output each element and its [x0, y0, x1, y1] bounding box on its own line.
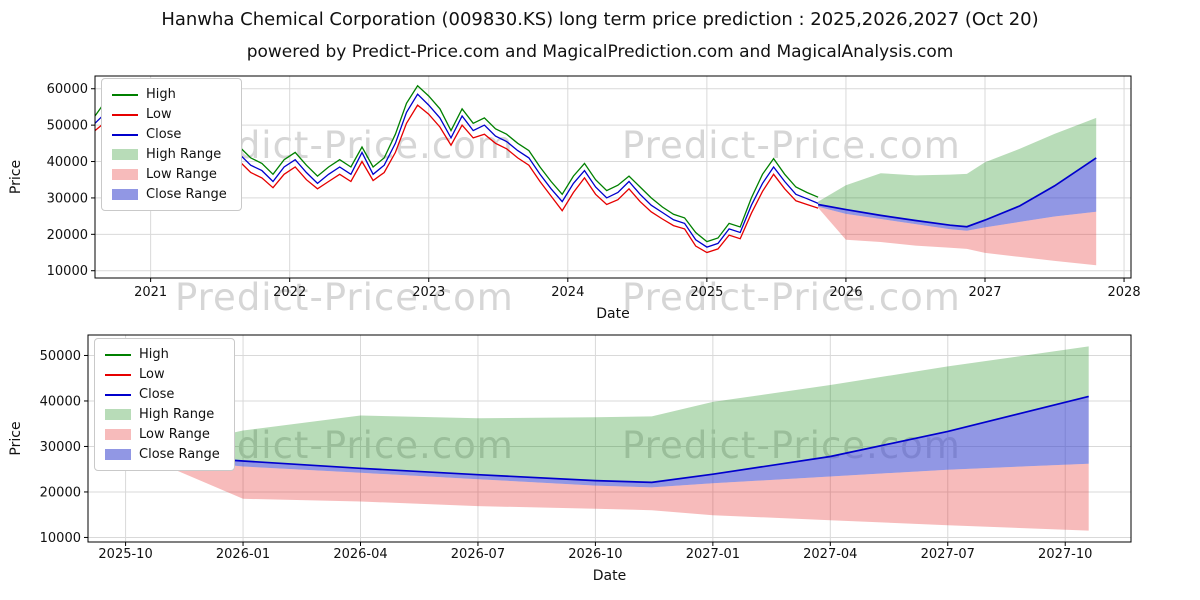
x-tick-label: 2026-10	[568, 547, 622, 562]
x-axis-label: Date	[596, 306, 629, 322]
close-forecast-line	[149, 395, 1089, 484]
legend-forecast: High Low Close High Range Low Range Clos…	[94, 338, 235, 471]
powered-by-subtitle: powered by Predict-Price.com and Magical…	[246, 42, 954, 62]
x-tick-label: 2027	[968, 285, 1001, 300]
plot-border	[87, 334, 1132, 543]
chart-title: Hanwha Chemical Corporation (009830.KS) …	[161, 9, 1039, 30]
legend-item-high-range: High Range	[105, 407, 220, 422]
legend-label: High	[139, 347, 169, 362]
y-axis-label: Price	[8, 421, 24, 455]
x-axis-label: Date	[593, 568, 626, 584]
close-range-band	[818, 157, 1097, 231]
low-range-band	[149, 457, 1089, 531]
high-line-swatch	[112, 93, 138, 96]
legend-item-close: Close	[112, 127, 227, 142]
x-tick-label: 2026-01	[216, 547, 270, 562]
high-range-band	[149, 346, 1089, 483]
watermark: Predict-Price.com	[622, 124, 961, 167]
legend-item-low-range: Low Range	[105, 427, 220, 442]
close-range-swatch	[105, 449, 131, 460]
x-tick-label: 2027-07	[921, 547, 975, 562]
x-tick-label: 2028	[1108, 285, 1141, 300]
high-line-swatch	[105, 353, 131, 356]
y-tick-label: 50000	[47, 119, 88, 134]
y-tick-label: 30000	[40, 440, 81, 455]
close-line-swatch	[105, 393, 131, 396]
legend-label: Close	[146, 127, 182, 142]
x-tick-label: 2026-07	[451, 547, 505, 562]
y-tick-label: 10000	[40, 531, 81, 546]
y-tick-label: 40000	[40, 394, 81, 409]
close-line-swatch	[112, 133, 138, 136]
legend-item-high: High	[105, 347, 220, 362]
x-tick-label: 2025-10	[98, 547, 152, 562]
legend-item-high: High	[112, 87, 227, 102]
y-axis-label: Price	[8, 160, 24, 194]
x-tick-label: 2027-01	[686, 547, 740, 562]
legend-label: Low Range	[146, 167, 217, 182]
legend-item-low-range: Low Range	[112, 167, 227, 182]
legend-item-close-range: Close Range	[105, 447, 220, 462]
legend-label: Low	[139, 367, 165, 382]
x-tick-label: 2027-04	[803, 547, 857, 562]
watermark: Predict-Price.com	[175, 276, 514, 319]
high-range-swatch	[105, 409, 131, 420]
legend-history: High Low Close High Range Low Range Clos…	[101, 78, 242, 211]
y-tick-label: 40000	[47, 155, 88, 170]
legend-label: High Range	[139, 407, 215, 422]
close-range-swatch	[112, 189, 138, 200]
axes: 2025-10 2026-01 2026-04 2026-07 2026-10 2027-…	[8, 349, 1092, 584]
plot-border	[94, 75, 1132, 279]
low-range-swatch	[105, 429, 131, 440]
legend-item-close-range: Close Range	[112, 187, 227, 202]
x-tick-label: 2024	[551, 285, 584, 300]
high-range-band	[818, 117, 1097, 227]
axes: 2021 2022 2023 2024 2025 2026 2027 2028 10000 200…	[8, 82, 1141, 322]
watermark: Predict-Price.com	[622, 276, 961, 319]
x-tick-label: 2023	[412, 285, 445, 300]
y-tick-label: 10000	[47, 264, 88, 279]
price-history-chart: 2021 2022 2023 2024 2025 2026 2027 2028 10000 200…	[8, 75, 1141, 322]
close-forecast-line	[817, 157, 1097, 228]
legend-label: Close	[139, 387, 175, 402]
legend-label: Close Range	[139, 447, 220, 462]
legend-label: High Range	[146, 147, 222, 162]
low-range-swatch	[112, 169, 138, 180]
x-tick-label: 2021	[134, 285, 167, 300]
legend-item-low: Low	[105, 367, 220, 382]
x-tick-label: 2026-04	[333, 547, 387, 562]
y-tick-label: 20000	[47, 228, 88, 243]
y-tick-label: 30000	[47, 191, 88, 206]
low-range-band	[818, 206, 1097, 266]
low-line-swatch	[105, 373, 131, 376]
low-line-swatch	[112, 113, 138, 116]
legend-label: Low Range	[139, 427, 210, 442]
x-tick-label: 2022	[273, 285, 306, 300]
y-tick-label: 50000	[40, 349, 81, 364]
y-tick-label: 20000	[40, 485, 81, 500]
high-range-swatch	[112, 149, 138, 160]
y-tick-label: 60000	[47, 82, 88, 97]
legend-label: Low	[146, 107, 172, 122]
legend-label: High	[146, 87, 176, 102]
legend-item-high-range: High Range	[112, 147, 227, 162]
legend-item-low: Low	[112, 107, 227, 122]
legend-item-close: Close	[105, 387, 220, 402]
legend-label: Close Range	[146, 187, 227, 202]
forecast-detail-chart: 2025-10 2026-01 2026-04 2026-07 2026-10 2027-…	[8, 334, 1132, 584]
grid	[95, 76, 1131, 278]
close-range-band	[149, 396, 1089, 488]
x-tick-label: 2025	[690, 285, 723, 300]
x-tick-label: 2027-10	[1038, 547, 1092, 562]
x-tick-label: 2026	[829, 285, 862, 300]
